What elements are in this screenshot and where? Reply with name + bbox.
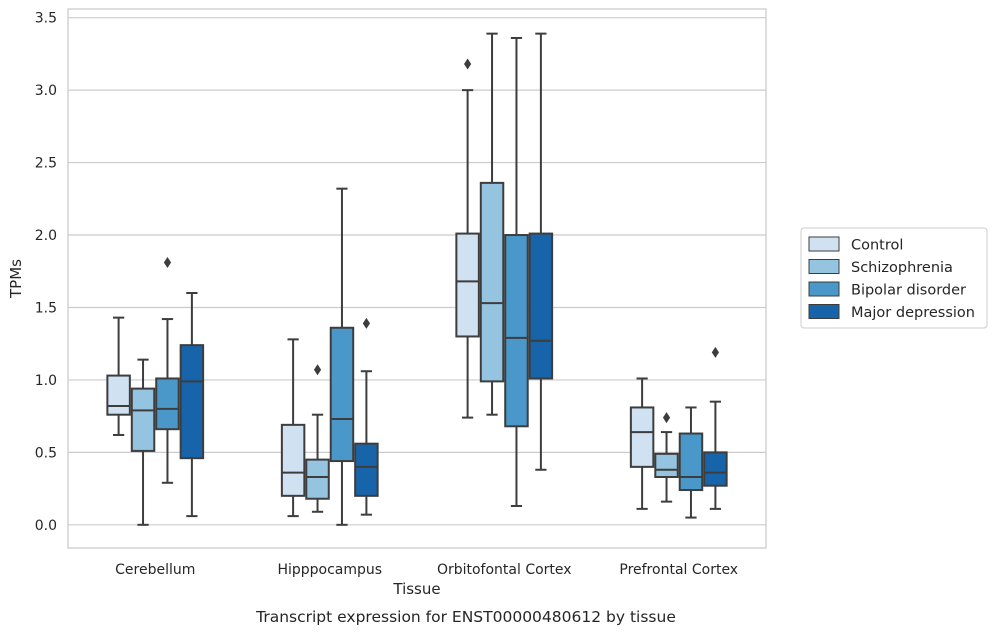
grid-lines (68, 17, 766, 526)
outlier-point (662, 412, 671, 424)
iqr-box (179, 344, 205, 460)
legend-label: Control (851, 238, 903, 254)
box-cerebellum-major-depression (179, 291, 205, 518)
y-tick-label: 2.5 (35, 156, 57, 172)
x-tick-label: Orbitofontal Cortex (437, 562, 572, 578)
iqr-box (528, 232, 554, 380)
iqr-box (155, 377, 180, 431)
box-cerebellum-bipolar-disorder (155, 257, 180, 484)
legend-label: Schizophrenia (851, 260, 953, 276)
box-orbitofontal-cortex-major-depression (528, 32, 554, 471)
legend-item: Major depression (808, 304, 975, 321)
iqr-box (629, 406, 655, 468)
legend: Control Schizophrenia Bipolar disorder Majo… (800, 227, 988, 329)
iqr-box (130, 387, 156, 452)
iqr-box (280, 423, 306, 497)
chart-caption: Transcript expression for ENST0000048061… (255, 608, 676, 626)
iqr-box (678, 432, 704, 492)
iqr-box (106, 374, 131, 416)
box-prefrontal-cortex-major-depression (703, 346, 728, 510)
y-tick-label: 0.0 (35, 518, 57, 534)
box-hipppocampus-bipolar-disorder (329, 187, 355, 526)
legend-swatch (808, 259, 840, 274)
plot-frame (67, 8, 767, 549)
x-tick-label: Cerebellum (115, 562, 195, 578)
iqr-box (455, 232, 480, 338)
y-tick-labels: 0.0 0.5 1.0 1.5 2.0 2.5 3.0 3.5 (35, 11, 57, 534)
legend-swatch (808, 236, 840, 252)
outlier-point (464, 58, 472, 70)
box-cerebellum-schizophrenia (130, 358, 156, 526)
box-orbitofontal-cortex-control (455, 58, 480, 419)
box-orbitofontal-cortex-bipolar-disorder (504, 36, 529, 507)
x-tick-label: Prefrontal Cortex (619, 562, 738, 578)
box-prefrontal-cortex-schizophrenia (654, 412, 679, 503)
iqr-box (354, 442, 379, 497)
box-hipppocampus-major-depression (354, 317, 379, 516)
box-prefrontal-cortex-control (629, 377, 655, 510)
y-tick-label: 1.0 (35, 373, 57, 389)
outlier-point (711, 346, 719, 358)
box-orbitofontal-cortex-schizophrenia (479, 32, 505, 416)
x-axis-label: Tissue (392, 580, 440, 598)
y-tick-label: 2.0 (35, 228, 57, 244)
legend-label: Major depression (851, 305, 975, 321)
box-prefrontal-cortex-bipolar-disorder (678, 406, 704, 519)
x-tick-label: Hipppocampus (277, 562, 382, 578)
iqr-box (504, 234, 529, 428)
iqr-box (703, 451, 728, 487)
y-tick-label: 3.5 (35, 11, 57, 27)
iqr-box (329, 326, 355, 463)
outlier-point (313, 364, 322, 376)
iqr-box (305, 458, 330, 500)
legend-item: Schizophrenia (808, 259, 953, 276)
box-hipppocampus-control (280, 338, 306, 518)
y-tick-label: 0.5 (35, 445, 57, 461)
y-axis-label: TPMs (7, 259, 25, 299)
outlier-point (163, 257, 172, 269)
box-hipppocampus-schizophrenia (305, 364, 330, 513)
outlier-point (362, 317, 370, 329)
legend-item: Control (808, 236, 903, 254)
box-cerebellum-control (106, 316, 131, 436)
legend-item: Bipolar disorder (808, 281, 966, 299)
box-plots (106, 32, 728, 526)
y-tick-label: 1.5 (35, 300, 57, 316)
iqr-box (654, 452, 679, 479)
legend-frame (800, 227, 988, 329)
iqr-box (479, 181, 505, 383)
x-tick-labels: Cerebellum Hipppocampus Orbitofontal Corte… (115, 562, 738, 578)
legend-label: Bipolar disorder (851, 283, 966, 299)
legend-swatch (808, 304, 840, 319)
legend-swatch (808, 281, 840, 297)
y-tick-label: 3.0 (35, 83, 57, 99)
